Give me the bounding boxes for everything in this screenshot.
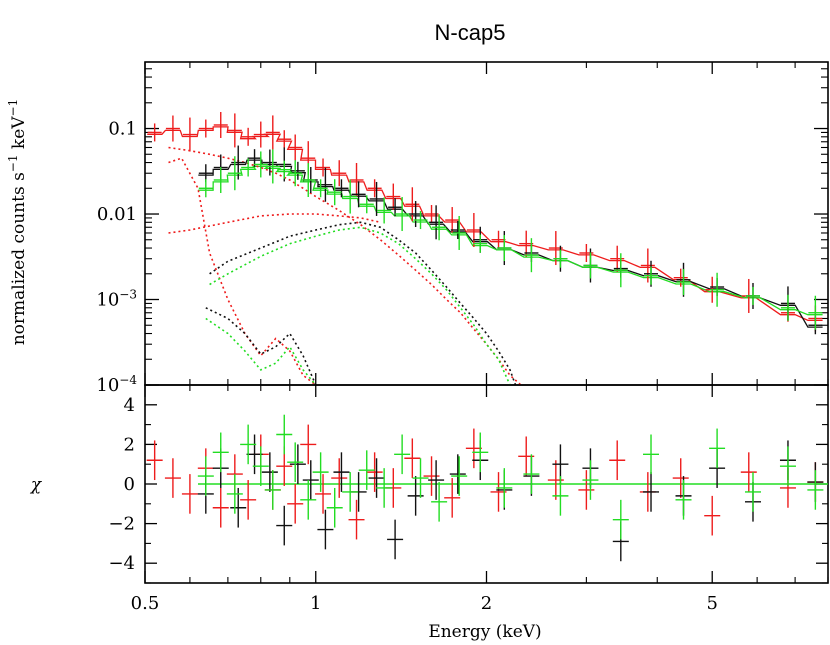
y-label-exp-s: −1 xyxy=(6,154,20,172)
y-tick-label: 0 xyxy=(124,474,135,495)
y-tick-label: −2 xyxy=(108,514,135,535)
chart-title: N-cap5 xyxy=(435,20,506,45)
y-tick-label: 4 xyxy=(124,395,135,416)
spectrum-y-axis-label: normalized counts s−1 keV−1 xyxy=(6,99,29,346)
x-axis-label: Energy (keV) xyxy=(428,622,541,642)
residual-y-tick-labels: 4 2 0 −2 −4 xyxy=(108,395,135,574)
y-tick-label: 10−3 xyxy=(96,288,137,311)
y-tick-label: 2 xyxy=(124,434,135,455)
x-tick-label: 2 xyxy=(481,593,492,614)
y-label-counts: normalized counts s xyxy=(9,172,29,345)
y-tick-label: 10−4 xyxy=(96,373,137,396)
model-black-apec-curve xyxy=(205,307,317,386)
model-red-soft-curve xyxy=(168,146,522,386)
spectrum-y-tick-labels: 0.1 0.01 10−3 10−4 xyxy=(96,119,137,396)
model-black-soft-curve xyxy=(209,221,517,386)
x-tick-label: 0.5 xyxy=(131,593,160,614)
model-red-hard-curve xyxy=(168,213,381,234)
model-green-apec-curve xyxy=(205,317,317,386)
spectrum-panel-ticks xyxy=(144,62,829,386)
model-red-apec-curve xyxy=(168,157,317,386)
residual-data-points xyxy=(146,414,824,562)
x-tick-labels: 0.5 1 2 5 xyxy=(131,593,718,614)
spectrum-data-points xyxy=(147,111,823,335)
residual-y-axis-label: χ xyxy=(30,475,43,495)
data-green-model xyxy=(198,165,823,316)
y-tick-label: 0.1 xyxy=(108,119,137,140)
y-tick-label: 0.01 xyxy=(97,204,137,225)
y-tick-label: −4 xyxy=(108,553,135,574)
x-tick-label: 5 xyxy=(706,593,717,614)
y-label-exp-kev: −1 xyxy=(6,99,20,117)
y-label-kev: keV xyxy=(9,116,29,155)
x-tick-label: 1 xyxy=(310,593,321,614)
